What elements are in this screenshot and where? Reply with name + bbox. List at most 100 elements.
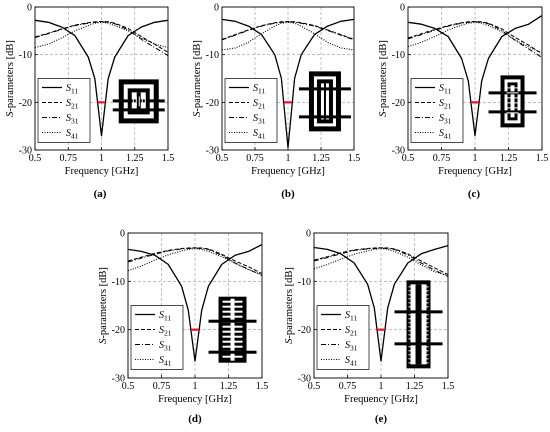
x-tick-label: 0.5 (308, 381, 321, 392)
circuit-block (415, 284, 422, 365)
y-tick-label: -30 (112, 374, 125, 385)
x-axis-label: Frequency [GHz] (344, 394, 418, 405)
series-line-s31 (34, 21, 169, 57)
legend-label-s31: S31 (439, 113, 452, 126)
x-tick-label: 0.5 (402, 153, 415, 164)
y-tick-label: -20 (19, 98, 32, 109)
legend-label-s11: S11 (345, 310, 357, 323)
y-axis-label: S-parameters [dB] (378, 40, 389, 117)
circuit-gap (506, 107, 519, 109)
y-tick-label: -20 (298, 325, 311, 336)
circuit-gap (506, 87, 519, 89)
series-line-s21 (127, 247, 263, 275)
chart-panel: 0.5 0.75 1 1.25 1.5 0 -10 -20 -30 Frequency [GHz]… (192, 3, 360, 201)
x-tick-label: 1.25 (312, 153, 330, 164)
series-line-s11 (127, 244, 263, 362)
legend-label-s31: S31 (253, 113, 266, 126)
circuit-feedline (208, 319, 257, 323)
circuit-gap (141, 96, 143, 107)
y-tick-label: -20 (392, 98, 405, 109)
legend-label-s21: S21 (439, 98, 452, 111)
x-tick-label: 0.75 (60, 153, 78, 164)
circuit-feedline (394, 310, 443, 314)
x-axis-label: Frequency [GHz] (65, 166, 139, 177)
y-axis-label: S-parameters [dB] (192, 40, 203, 117)
legend-label-s41: S41 (253, 128, 266, 141)
x-tick-label: 0.75 (433, 153, 451, 164)
x-tick-label: 0.5 (216, 153, 229, 164)
x-tick-label: 1.25 (126, 153, 144, 164)
legend-label-s41: S41 (66, 128, 79, 141)
y-tick-label: -10 (112, 277, 125, 288)
circuit-layout-image (298, 71, 351, 132)
series-line-s31 (407, 21, 543, 58)
series-line-s11 (407, 15, 543, 137)
x-tick-label: 1 (193, 381, 198, 392)
legend-label-s31: S31 (159, 340, 172, 353)
panel-label: (d) (188, 413, 202, 425)
circuit-layout-image (394, 280, 443, 369)
y-tick-label: -30 (392, 146, 405, 157)
x-tick-label: 1 (473, 153, 478, 164)
circuit-feedline (112, 108, 165, 112)
circuit-feedline (488, 110, 537, 114)
legend-box (316, 305, 370, 370)
y-tick-label: 0 (400, 3, 405, 14)
circuit-layout-image (208, 296, 257, 363)
panel-label: (c) (468, 188, 481, 200)
chart-panel: 0.5 0.75 1 1.25 1.5 0 -10 -20 -30 Frequency [GHz]… (378, 3, 548, 201)
x-tick-label: 1.25 (220, 381, 238, 392)
legend-label-s11: S11 (439, 83, 451, 96)
chart-panel: 0.5 0.75 1 1.25 1.5 0 -10 -20 -30 Frequency [GHz]… (98, 229, 268, 426)
x-tick-label: 0.5 (29, 153, 42, 164)
legend-label-s11: S11 (159, 310, 171, 323)
legend-label-s41: S41 (345, 355, 358, 368)
panel-label: (e) (375, 413, 388, 425)
circuit-feedline (208, 350, 257, 354)
x-tick-label: 0.75 (339, 381, 357, 392)
legend-label-s21: S21 (66, 98, 79, 111)
x-tick-label: 1 (286, 153, 291, 164)
circuit-feedline (298, 115, 351, 119)
y-axis-label: S-parameters [dB] (5, 40, 16, 117)
legend-box (224, 78, 278, 143)
circuit-gap (138, 96, 140, 107)
series-line-s41 (313, 247, 449, 277)
legend-box (130, 305, 184, 370)
circuit-feedline (112, 99, 165, 103)
panel-label: (a) (94, 188, 107, 200)
circuit-block (323, 83, 326, 120)
circuit-layout-image (488, 75, 537, 128)
circuit-gap (506, 102, 519, 104)
circuit-gap (506, 92, 519, 94)
chart-panel: 0.5 0.75 1 1.25 1.5 0 -10 -20 -30 Frequency [GHz]… (5, 3, 174, 201)
circuit-gap (510, 85, 515, 118)
series-line-s41 (407, 21, 543, 54)
y-tick-label: -20 (206, 98, 219, 109)
legend-label-s31: S31 (345, 340, 358, 353)
y-tick-label: -10 (19, 50, 32, 61)
series-line-s21 (407, 21, 543, 55)
y-axis-label: S-parameters [dB] (98, 267, 109, 344)
x-tick-label: 1.25 (406, 381, 424, 392)
series-line-s21 (313, 247, 449, 276)
y-tick-label: -10 (206, 50, 219, 61)
legend-label-s21: S21 (253, 98, 266, 111)
series-line-s31 (313, 247, 449, 277)
chart-panel: 0.5 0.75 1 1.25 1.5 0 -10 -20 -30 Frequency [GHz]… (284, 229, 454, 426)
legend-label-s11: S11 (66, 83, 78, 96)
circuit-gap (506, 97, 519, 99)
y-tick-label: 0 (214, 3, 219, 14)
legend-label-s11: S11 (253, 83, 265, 96)
y-tick-label: -30 (298, 374, 311, 385)
y-tick-label: -20 (112, 325, 125, 336)
legend-label-s31: S31 (66, 113, 79, 126)
x-axis-label: Frequency [GHz] (158, 394, 232, 405)
y-tick-label: -10 (298, 277, 311, 288)
legend-label-s41: S41 (439, 128, 452, 141)
circuit-gap (506, 112, 519, 114)
x-tick-label: 1.5 (442, 381, 455, 392)
x-tick-label: 1 (99, 153, 104, 164)
x-tick-label: 0.75 (246, 153, 264, 164)
